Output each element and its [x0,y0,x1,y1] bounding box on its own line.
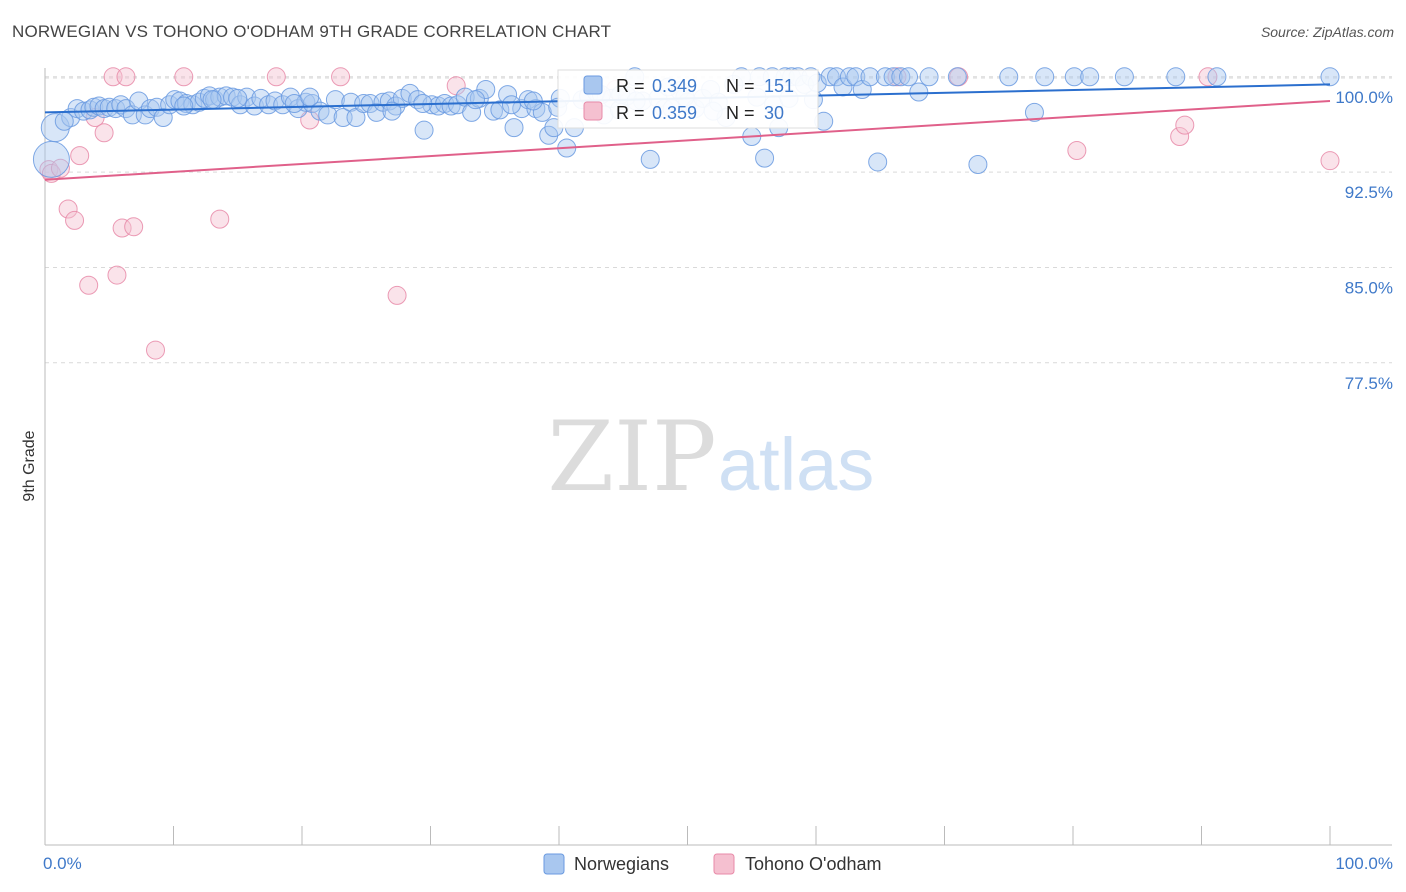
tohono-point-12 [116,67,136,87]
y-tick-label-0: 77.5% [1345,374,1393,393]
norwegians-point-123 [875,67,895,87]
axes [44,68,1392,846]
norwegians-point-105 [755,148,775,168]
norwegians-point-119 [846,67,866,87]
stats-r-label-2: R = [616,103,645,123]
norwegians-point-132 [1024,102,1044,122]
norwegians-point-140 [465,90,485,110]
norwegians-point-125 [891,67,911,87]
legend-swatch-norwegians [543,853,565,875]
tohono-point-19 [331,67,351,87]
norwegians-point-115 [820,67,840,87]
norwegians-point-11 [106,99,126,119]
y-tick-label-2: 92.5% [1345,183,1393,202]
tohono-point-16 [210,209,230,229]
tohono-trend-line [44,99,1331,181]
norwegians-point-67 [476,80,496,100]
stats-r-value-1: 0.349 [652,76,697,96]
x-tick-label-1: 100.0% [1335,854,1393,873]
stats-n-label-1: N = [726,76,755,96]
norwegians-point-152 [174,96,194,116]
legend-label-norwegians: Norwegians [574,854,669,874]
norwegians-point-131 [999,67,1019,87]
tohono-point-14 [146,340,166,360]
tohono-point-25 [1067,141,1087,161]
stats-r-value-2: 0.359 [652,103,697,123]
tohono-point-2 [50,158,70,178]
norwegians-point-127 [909,82,929,102]
tohono-point-27 [1175,115,1195,135]
norwegians-point-45 [325,90,345,110]
norwegians-point-153 [382,101,402,121]
norwegians-point-129 [947,67,967,87]
norwegians-point-146 [300,87,320,107]
legend-swatch-tohono [713,853,735,875]
tohono-point-13 [124,217,144,237]
norwegians-point-90 [640,149,660,169]
y-tick-label-1: 85.0% [1345,278,1393,297]
tohono-point-29 [1320,151,1340,171]
norwegians-point-40 [288,99,308,119]
norwegians-point-54 [386,96,406,116]
norwegians-point-128 [919,67,939,87]
norwegians-point-122 [868,152,888,172]
tohono-point-15 [174,67,194,87]
norwegians-point-34 [244,96,264,116]
norwegians-point-134 [1064,67,1084,87]
y-axis-label: 9th Grade [21,430,38,501]
source-label: Source: ZipAtlas.com [1260,24,1394,40]
norwegians-point-70 [498,85,518,105]
norwegians-point-139 [1320,67,1340,87]
tohono-point-17 [266,67,286,87]
norwegians-point-71 [504,118,524,138]
norwegians-point-130 [968,154,988,174]
norwegians-point-154 [501,95,521,115]
norwegians-point-62 [441,96,461,116]
norwegians-point-142 [228,88,248,108]
norwegians-point-137 [1166,67,1186,87]
stats-legend: R = 0.349 N = 151 R = 0.359 N = 30 [557,69,819,129]
norwegians-point-19 [153,107,173,127]
norwegians-point-135 [1080,67,1100,87]
watermark-zip: ZIP [547,401,716,513]
tohono-point-6 [79,275,99,295]
norwegians-point-26 [194,88,214,108]
norwegians-point-1 [32,140,70,178]
tohono-point-20 [387,285,407,305]
tick-labels: 77.5% 85.0% 92.5% 100.0% 0.0% 100.0% [43,88,1393,873]
norwegians-point-118 [839,67,859,87]
norwegians-point-56 [400,83,420,103]
norwegians-point-133 [1035,67,1055,87]
bottom-legend: Norwegians Tohono O'odham [543,853,882,875]
stats-r-label-1: R = [616,76,645,96]
legend-label-tohono: Tohono O'odham [745,854,882,874]
stats-n-label-2: N = [726,103,755,123]
stats-n-value-2: 30 [764,103,784,123]
watermark-atlas: atlas [718,423,874,506]
tohono-point-26 [1170,127,1190,147]
tohono-point-10 [107,265,127,285]
tohono-point-3 [58,199,78,219]
norwegians-point-126 [899,67,919,87]
norwegians-point-69 [490,100,510,120]
norwegians-point-124 [883,67,903,87]
norwegians-point-136 [1114,67,1134,87]
tohono-point-8 [94,123,114,143]
stats-swatch-norwegians [583,75,603,95]
norwegians-point-51 [367,102,387,122]
tohono-point-5 [70,146,90,166]
tohono-point-4 [65,210,85,230]
stats-swatch-tohono [583,101,603,121]
norwegians-point-30 [216,86,236,106]
norwegians-point-58 [414,120,434,140]
tohono-point-1 [41,163,61,183]
norwegians-point-145 [202,90,222,110]
norwegians-point-121 [860,67,880,87]
x-tick-label-0: 0.0% [43,854,82,873]
stats-n-value-1: 151 [764,76,794,96]
chart-title: NORWEGIAN VS TOHONO O'ODHAM 9TH GRADE CO… [12,22,612,41]
y-tick-label-3: 100.0% [1335,88,1393,107]
norwegians-point-138 [1207,67,1227,87]
